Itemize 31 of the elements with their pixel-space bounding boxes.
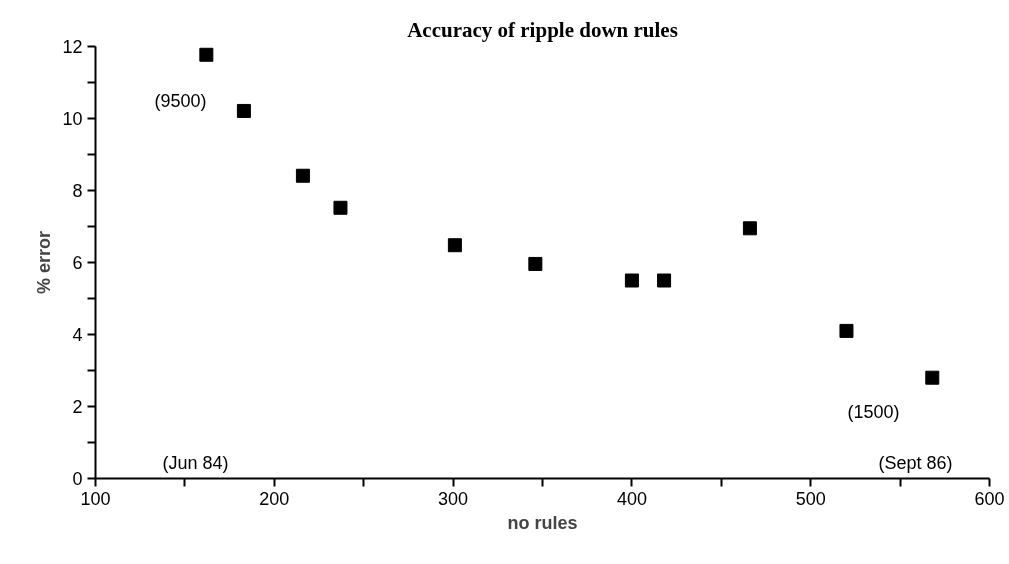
x-tick-label: 200 (259, 488, 290, 509)
y-tick-label: 12 (62, 37, 83, 57)
point (333, 200, 348, 215)
point (925, 370, 940, 385)
point (295, 168, 310, 183)
point (447, 238, 462, 253)
point (236, 103, 251, 118)
x-tick-label: 300 (438, 488, 469, 509)
annotation: (1500) (847, 401, 900, 422)
annotation: (9500) (154, 90, 207, 111)
x-axis-title: no rules (507, 512, 578, 533)
point (624, 273, 639, 288)
point (199, 47, 214, 62)
y-tick-label: 6 (72, 253, 83, 273)
chart-title: Accuracy of ripple down rules (407, 17, 678, 42)
point (657, 273, 672, 288)
point (742, 221, 757, 236)
y-tick-label: 0 (72, 469, 83, 489)
x-tick-label: 600 (974, 488, 1005, 509)
annotation: (Jun 84) (162, 452, 229, 473)
annotation: (Sept 86) (878, 452, 953, 473)
y-tick-label: 8 (72, 181, 83, 201)
point (839, 323, 854, 338)
x-tick-label: 100 (80, 488, 111, 509)
x-tick-label: 500 (795, 488, 826, 509)
point (528, 256, 543, 271)
y-tick-label: 4 (72, 325, 83, 345)
y-axis-title: % error (34, 230, 55, 295)
y-tick-label: 10 (62, 109, 83, 129)
y-tick-label: 2 (72, 397, 83, 417)
x-tick-label: 400 (616, 488, 647, 509)
